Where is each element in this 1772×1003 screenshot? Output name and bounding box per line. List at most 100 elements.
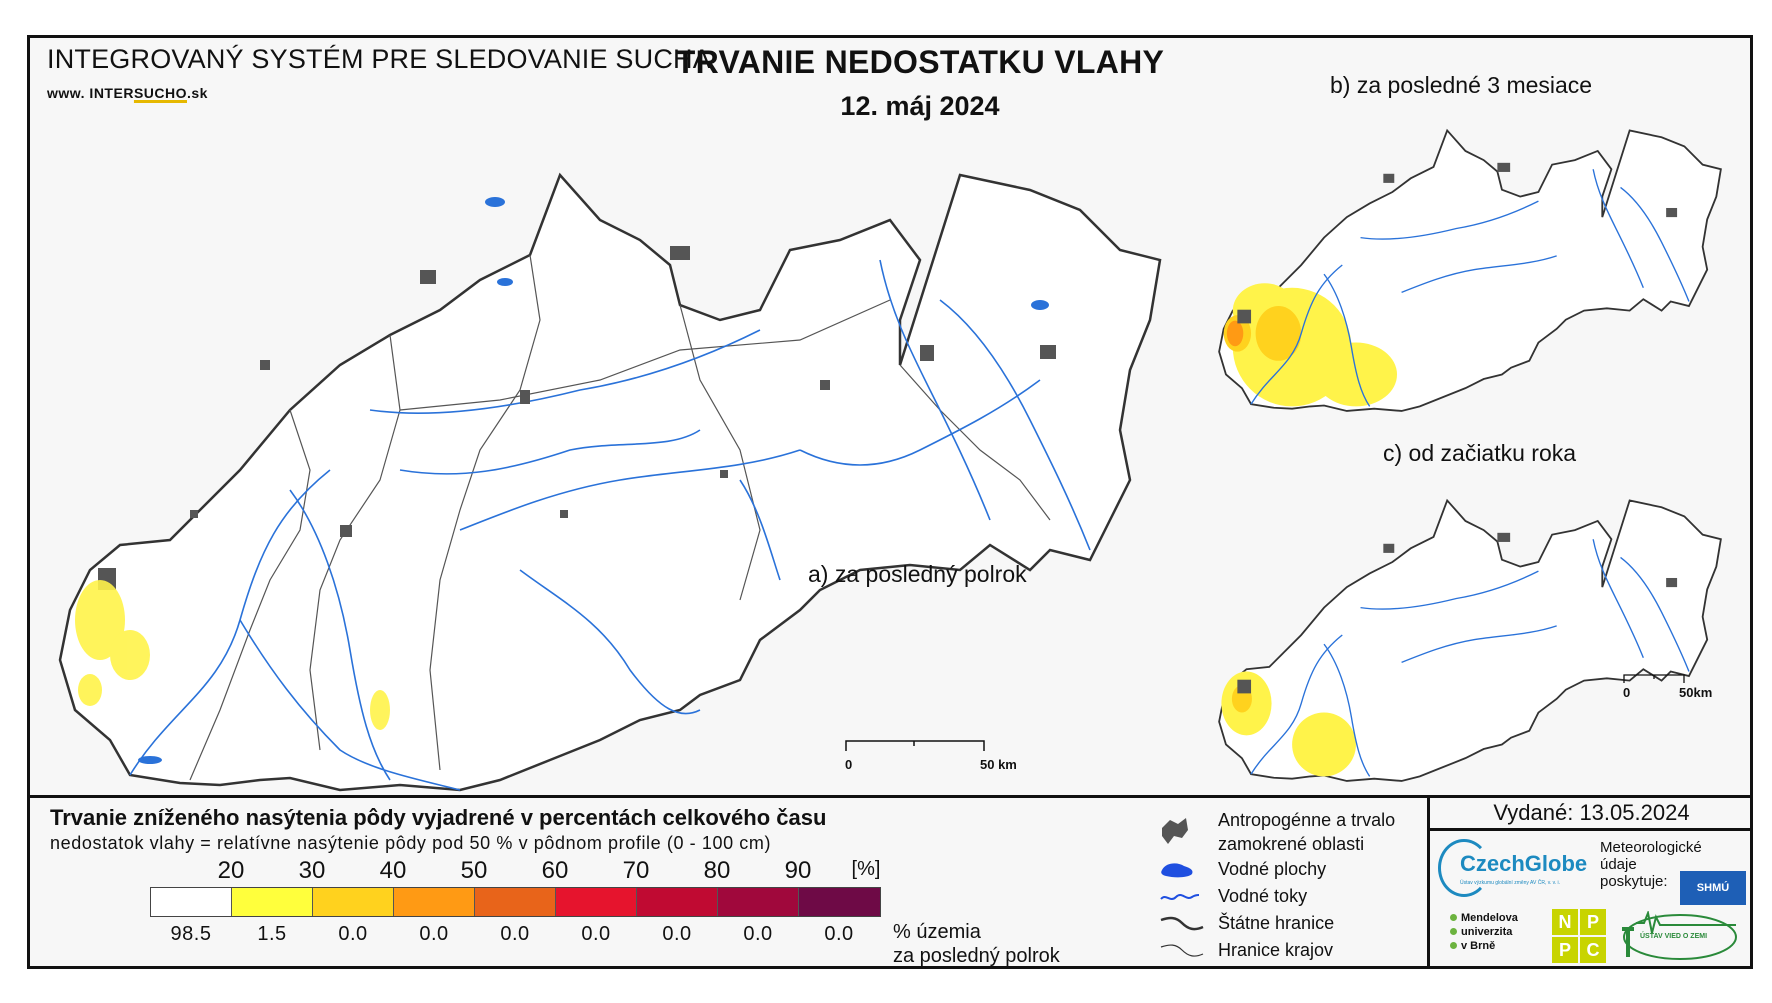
scalebar-main: 0 50 km bbox=[845, 740, 1017, 772]
meteo-line-2: údaje bbox=[1600, 856, 1637, 873]
region-border-icon bbox=[1160, 942, 1218, 960]
threshold-label: 30 bbox=[298, 857, 326, 884]
date-title: 12. máj 2024 bbox=[840, 91, 1000, 121]
color-cell bbox=[313, 888, 394, 916]
mendel-line-2: univerzita bbox=[1461, 926, 1513, 938]
url-suffix: .sk bbox=[187, 85, 208, 101]
legend-subtitle: nedostatok vlahy = relatívne nasýtenie p… bbox=[50, 833, 772, 853]
url-mid: SUCHO bbox=[133, 85, 187, 101]
share-label-line-1: % územia bbox=[893, 921, 981, 943]
map-b bbox=[1218, 128, 1722, 412]
nppc-letter: C bbox=[1580, 937, 1606, 963]
threshold-label: 80 bbox=[703, 857, 731, 884]
legend-title: Trvanie zníženého nasýtenia pôdy vyjadre… bbox=[50, 805, 827, 830]
threshold-label: 20 bbox=[217, 857, 245, 884]
symbol-urban-label-1: Antropogénne a trvalo bbox=[1218, 810, 1396, 830]
symbol-water-bodies: Vodné plochy bbox=[1160, 856, 1395, 883]
site-url[interactable]: www. INTERSUCHO.sk bbox=[47, 85, 711, 101]
rivers-main bbox=[129, 259, 1091, 791]
threshold-label: 60 bbox=[541, 857, 569, 884]
water-bodies-main bbox=[138, 197, 1049, 764]
color-cell bbox=[637, 888, 718, 916]
drought-areas-main bbox=[75, 580, 390, 730]
drought-areas-b-40 bbox=[1226, 320, 1244, 347]
color-cell bbox=[394, 888, 475, 916]
symbol-water-bodies-label: Vodné plochy bbox=[1218, 859, 1327, 879]
state-border-icon bbox=[1160, 915, 1218, 933]
color-cell bbox=[232, 888, 313, 916]
meteo-line-3: poskytuje: bbox=[1600, 873, 1668, 890]
symbol-streams-label: Vodné toky bbox=[1218, 886, 1308, 906]
color-cell bbox=[718, 888, 799, 916]
nppc-logo[interactable]: N P P C bbox=[1552, 909, 1606, 963]
symbol-region-border: Hranice krajov bbox=[1160, 937, 1395, 964]
share-label-line-2: za posledný polrok bbox=[893, 945, 1060, 967]
water-body-icon bbox=[1160, 860, 1218, 880]
color-scale bbox=[150, 887, 881, 917]
region-borders-main bbox=[189, 254, 1051, 781]
mendel-logo[interactable]: Mendelova univerzita v Brně bbox=[1450, 911, 1518, 953]
pct-value: 1.5 bbox=[257, 923, 287, 945]
urban-area-icon bbox=[1160, 808, 1218, 846]
legend-divider bbox=[1427, 795, 1430, 969]
main-map bbox=[58, 172, 1162, 792]
uvz-wave-icon bbox=[1622, 909, 1737, 960]
symbol-region-border-label: Hranice krajov bbox=[1218, 940, 1334, 960]
symbol-legend: Antropogénne a trvalo zamokrené oblasti … bbox=[1160, 808, 1395, 964]
czechglobe-name: CzechGlobe bbox=[1460, 851, 1588, 876]
scale-main-start: 0 bbox=[845, 757, 853, 772]
urban-areas-b bbox=[1237, 162, 1678, 324]
threshold-label: 50 bbox=[460, 857, 488, 884]
pct-value: 0.0 bbox=[500, 923, 530, 945]
shmu-logo[interactable]: SHMÚ bbox=[1680, 871, 1746, 905]
mendel-line-1: Mendelova bbox=[1461, 912, 1518, 924]
nppc-letter: P bbox=[1552, 937, 1578, 963]
symbol-urban: Antropogénne a trvalo zamokrené oblasti bbox=[1160, 808, 1395, 856]
meteo-line-1: Meteorologické bbox=[1600, 839, 1702, 856]
urban-areas-c bbox=[1237, 532, 1678, 694]
color-cell bbox=[799, 888, 880, 916]
legend-panel bbox=[27, 795, 1753, 969]
czechglobe-logo[interactable]: CzechGlobe Ústav výzkumu globální změny … bbox=[1438, 839, 1608, 897]
threshold-label: 70 bbox=[622, 857, 650, 884]
rivers-c bbox=[1250, 539, 1690, 777]
share-label: % územia za posledný polrok bbox=[893, 920, 1060, 968]
header-left: INTEGROVANÝ SYSTÉM PRE SLEDOVANIE SUCHA … bbox=[47, 44, 711, 101]
threshold-label: 90 bbox=[784, 857, 812, 884]
system-name: INTEGROVANÝ SYSTÉM PRE SLEDOVANIE SUCHA bbox=[47, 44, 711, 74]
stream-icon bbox=[1160, 889, 1218, 905]
uvz-name: ÚSTAV VIED O ZEMI bbox=[1640, 933, 1708, 940]
symbol-urban-label-2: zamokrené oblasti bbox=[1218, 834, 1365, 854]
main-title: TRVANIE NEDOSTATKU VLAHY bbox=[675, 44, 1165, 80]
uvz-logo[interactable]: ÚSTAV VIED O ZEMI bbox=[1620, 909, 1738, 961]
czechglobe-ring-icon bbox=[1438, 839, 1490, 897]
mendel-line-3: v Brně bbox=[1461, 940, 1496, 952]
title-block: TRVANIE NEDOSTATKU VLAHY 12. máj 2024 bbox=[640, 44, 1200, 122]
scalebar-small-line bbox=[1623, 674, 1685, 683]
urban-areas-main bbox=[98, 246, 1056, 590]
nppc-letter: P bbox=[1580, 909, 1606, 935]
logos-panel: CzechGlobe Ústav výzkumu globální změny … bbox=[1430, 831, 1753, 969]
pct-value: 0.0 bbox=[743, 923, 773, 945]
issued-date: Vydané: 13.05.2024 bbox=[1430, 795, 1753, 831]
color-cell bbox=[556, 888, 637, 916]
scalebar-small: 0 50km bbox=[1623, 672, 1712, 700]
symbol-state-border: Štátne hranice bbox=[1160, 910, 1395, 937]
scale-main-end: 50 km bbox=[980, 757, 1017, 772]
unit-label: [%] bbox=[851, 858, 881, 880]
color-cell bbox=[475, 888, 556, 916]
rivers-b bbox=[1250, 169, 1690, 407]
map-b-label: b) za posledné 3 mesiace bbox=[1330, 72, 1593, 98]
threshold-label: 40 bbox=[379, 857, 407, 884]
map-c bbox=[1218, 498, 1722, 782]
czechglobe-subtitle: Ústav výzkumu globální změny AV ČR, v. v… bbox=[1460, 880, 1561, 886]
scalebar-main-line bbox=[845, 740, 985, 751]
pct-value: 0.0 bbox=[338, 923, 368, 945]
nppc-letter: N bbox=[1552, 909, 1578, 935]
map-c-label: c) od začiatku roka bbox=[1383, 440, 1577, 466]
pct-value: 0.0 bbox=[581, 923, 611, 945]
pct-value: 0.0 bbox=[419, 923, 449, 945]
pct-value: 0.0 bbox=[662, 923, 692, 945]
symbol-streams: Vodné toky bbox=[1160, 883, 1395, 910]
scale-small-end: 50km bbox=[1679, 685, 1713, 700]
